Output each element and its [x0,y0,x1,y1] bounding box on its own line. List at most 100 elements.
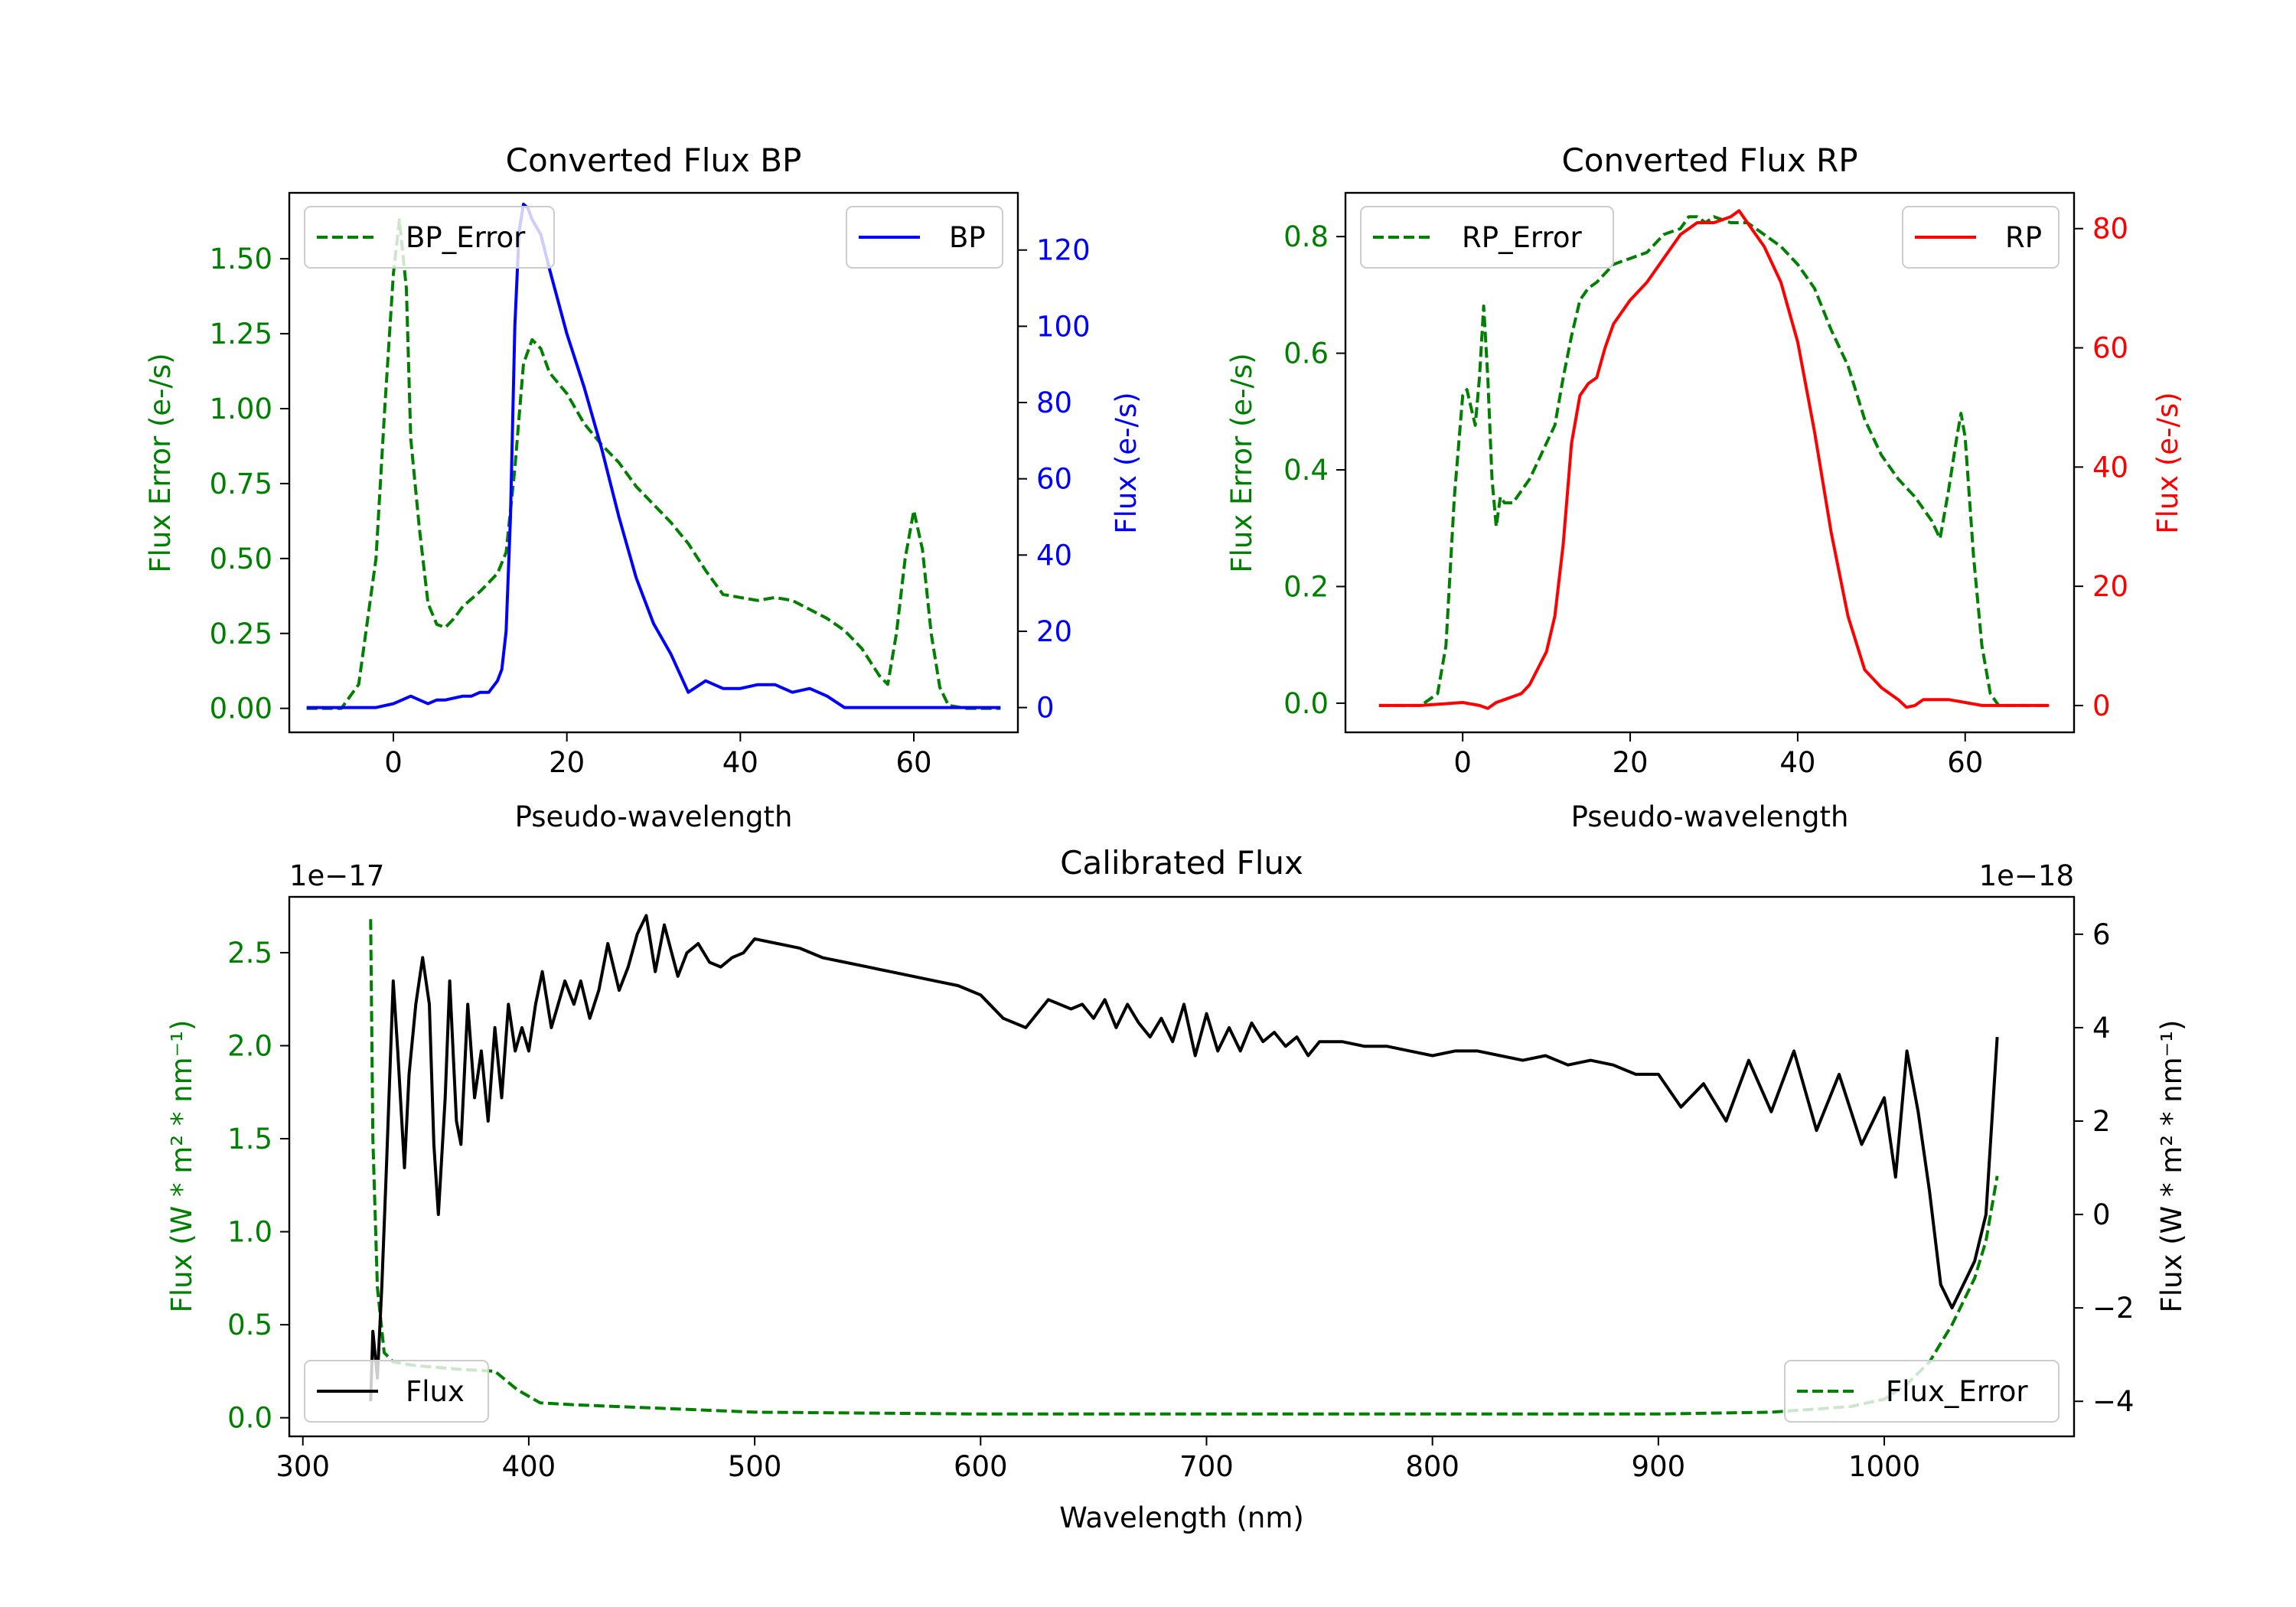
cal-left-tick-label: 0.0 [227,1402,272,1435]
bp-legend-error: BP_Error [304,206,555,269]
bp-left-axis-label: Flux Error (e-/s) [144,353,177,572]
rp-left-tick-label: 0.8 [1283,220,1329,253]
bp-right-tick-label: 40 [1036,539,1072,572]
calibrated-panel: 300 400 500 600 700 800 900 1000 0.0 0.5 1.0 1.5 2.0… [165,844,2188,1534]
bp-right-tick-label: 100 [1036,310,1091,343]
cal-right-tick-label: 6 [2092,918,2111,951]
rp-right-tick-label: 20 [2092,570,2128,603]
bp-legend-flux-label: BP [949,221,986,254]
bp-right-tick-label: 120 [1036,234,1091,267]
rp-right-tick-label: 40 [2092,451,2128,484]
cal-flux-line [369,914,1999,1402]
bp-left-tick-label: 0.50 [210,543,272,575]
cal-x-tick-label: 400 [502,1450,556,1483]
cal-x-tick-label: 900 [1632,1450,1686,1483]
bp-legend-error-label: BP_Error [406,221,526,254]
bp-right-tick-label: 0 [1036,692,1055,725]
bp-x-tick-label: 40 [722,746,758,779]
rp-left-tick-label: 0.0 [1283,687,1329,720]
bp-x-tick-label: 60 [895,746,931,779]
bp-legend-flux-box [846,206,1003,269]
calibrated-title: Calibrated Flux [1060,844,1303,882]
rp-left-tick-label: 0.6 [1283,337,1329,370]
rp-x-axis-label: Pseudo-wavelength [1571,800,1849,833]
rp-x-tick-label: 0 [1453,746,1472,779]
bp-right-tick-label: 80 [1036,386,1072,419]
rp-x-tick-label: 40 [1779,746,1815,779]
cal-x-tick-label: 500 [728,1450,782,1483]
cal-left-tick-label: 2.5 [227,937,272,970]
calibrated-left-offset: 1e−17 [289,859,384,892]
rp-right-tick-label: 60 [2092,332,2128,365]
rp-ticks: 0 20 40 60 0.0 0.2 0.4 0.6 0.8 0 20 40 60 80 [1283,213,2128,779]
bp-bp-line [306,202,1001,709]
bp-left-tick-label: 1.00 [210,393,272,425]
bp-x-tick-label: 20 [549,746,585,779]
bp-right-tick-label: 60 [1036,463,1072,496]
cal-left-tick-label: 2.0 [227,1029,272,1062]
bp-left-tick-label: 0.75 [210,468,272,500]
calibrated-legend-error-label: Flux_Error [1886,1375,2028,1408]
cal-x-tick-label: 800 [1405,1450,1459,1483]
bp-x-tick-label: 0 [384,746,403,779]
cal-right-tick-label: 2 [2092,1105,2111,1138]
rp-panel: 0 20 40 60 0.0 0.2 0.4 0.6 0.8 0 20 40 60 80 Converte… [1225,142,2184,833]
cal-left-tick-label: 1.0 [227,1216,272,1249]
bp-left-tick-label: 0.25 [210,618,272,650]
cal-right-tick-label: −4 [2092,1385,2135,1418]
calibrated-legend-flux-box [304,1360,489,1423]
rp-x-tick-label: 20 [1612,746,1648,779]
rp-rp-error-line [1378,215,2050,707]
cal-right-tick-label: −2 [2092,1292,2135,1325]
calibrated-axes-frame [288,895,2076,1438]
calibrated-left-axis-label: Flux (W * m² * nm⁻¹) [165,1020,198,1313]
bp-ticks: 0 20 40 60 0.00 0.25 0.50 0.75 1.00 1.25 1.50 0 20 40… [210,234,1091,779]
rp-series [1378,209,2050,710]
calibrated-x-axis-label: Wavelength (nm) [1059,1501,1304,1534]
calibrated-legend-error-box [1784,1360,2060,1423]
cal-x-tick-label: 300 [276,1450,330,1483]
bp-legend-error-box [304,206,555,269]
bp-panel: 0 20 40 60 0.00 0.25 0.50 0.75 1.00 1.25 1.50 0 20 40… [144,142,1143,833]
rp-legend-error-box [1360,206,1614,269]
rp-right-axis-label: Flux (e-/s) [2151,392,2184,533]
rp-title: Converted Flux RP [1561,142,1857,179]
bp-right-axis-label: Flux (e-/s) [1110,392,1143,533]
cal-left-tick-label: 0.5 [227,1309,272,1341]
bp-left-tick-label: 1.50 [210,243,272,275]
bp-right-tick-label: 20 [1036,615,1072,648]
calibrated-legend-flux: Flux [304,1360,489,1423]
bp-title: Converted Flux BP [506,142,802,179]
bp-legend-flux: BP [846,206,1003,269]
bp-x-axis-label: Pseudo-wavelength [515,800,793,833]
rp-legend-error-label: RP_Error [1462,221,1582,254]
cal-x-tick-label: 600 [954,1450,1008,1483]
rp-left-tick-label: 0.4 [1283,454,1329,487]
calibrated-right-axis-label: Flux (W * m² * nm⁻¹) [2155,1020,2188,1313]
rp-legend-flux-label: RP [2005,221,2042,254]
cal-right-tick-label: 4 [2092,1012,2111,1045]
rp-axes-frame [1344,191,2076,734]
cal-x-tick-label: 700 [1179,1450,1234,1483]
bp-left-tick-label: 1.25 [210,318,272,350]
rp-rp-line [1378,209,2050,710]
rp-legend-flux-box [1902,206,2060,269]
bp-series [306,202,1001,710]
cal-left-tick-label: 1.5 [227,1123,272,1156]
rp-x-tick-label: 60 [1947,746,1983,779]
rp-right-tick-label: 80 [2092,213,2128,246]
calibrated-legend-flux-label: Flux [406,1375,465,1408]
rp-legend-flux: RP [1902,206,2060,269]
calibrated-right-offset: 1e−18 [1979,859,2074,892]
rp-left-axis-label: Flux Error (e-/s) [1225,353,1258,572]
cal-right-tick-label: 0 [2092,1198,2111,1231]
rp-left-tick-label: 0.2 [1283,570,1329,603]
rp-legend-error: RP_Error [1360,206,1614,269]
bp-axes-frame [288,191,1019,734]
calibrated-ticks: 300 400 500 600 700 800 900 1000 0.0 0.5 1.0 1.5 2.0… [227,918,2134,1483]
bp-left-tick-label: 0.00 [210,693,272,725]
rp-right-tick-label: 0 [2092,689,2111,722]
calibrated-legend-error: Flux_Error [1784,1360,2060,1423]
cal-x-tick-label: 1000 [1848,1450,1920,1483]
